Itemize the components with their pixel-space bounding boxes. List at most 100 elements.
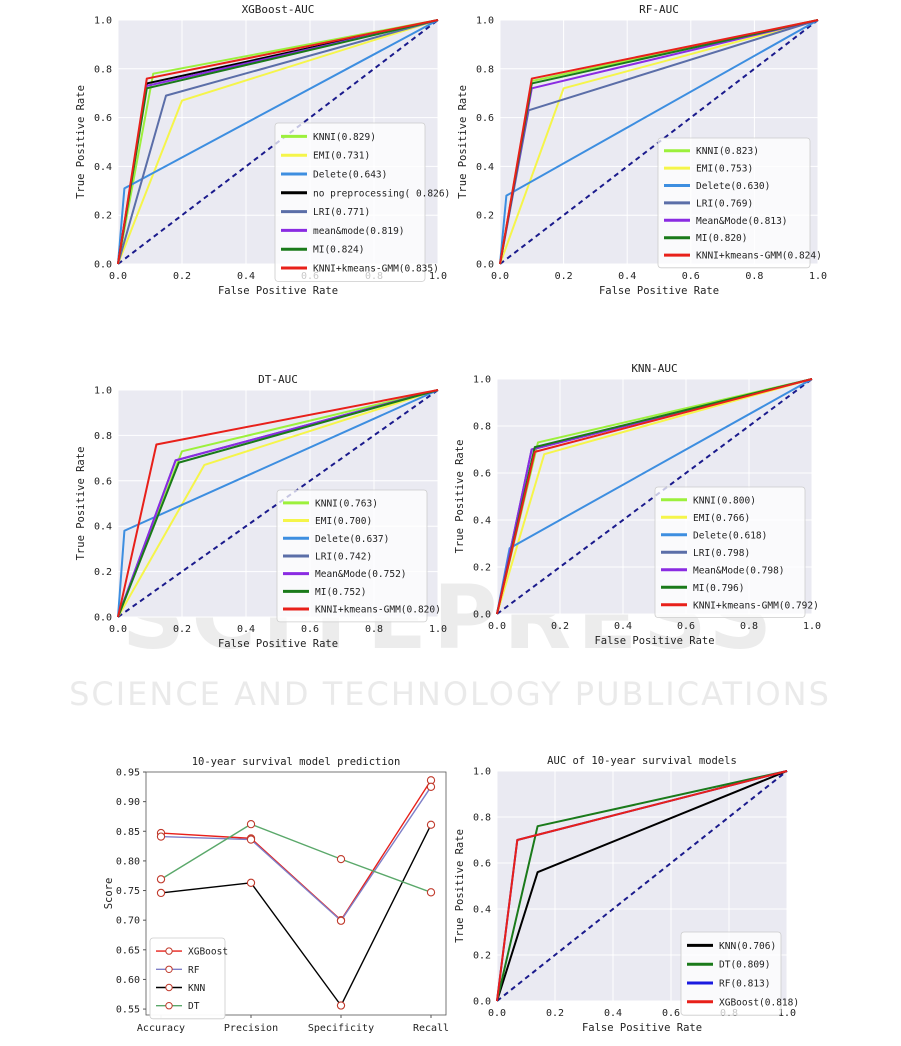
legend-label: KNNI+kmeans-GMM(0.824): [696, 251, 822, 262]
y-tick-label: 0.70: [116, 916, 140, 927]
legend-label: MI(0.796): [693, 583, 744, 594]
diagonal-reference-line: [117, 389, 439, 618]
y-tick-label: 0.4: [94, 162, 112, 173]
data-point: [336, 1001, 346, 1010]
series-line: [499, 19, 819, 265]
series-line: [117, 389, 439, 618]
y-tick-label: 0.2: [476, 211, 494, 222]
y-tick-label: 0.8: [94, 64, 112, 75]
series-line: [117, 19, 439, 265]
legend-label: MI(0.752): [315, 587, 366, 598]
y-tick-label: 0.4: [94, 522, 112, 533]
legend-label: LRI(0.742): [315, 551, 372, 562]
series-line: [496, 770, 788, 1002]
series-line: [117, 19, 439, 265]
x-tick-label: 0.4: [237, 271, 255, 282]
data-point: [246, 878, 256, 887]
x-tick-label: Accuracy: [137, 1023, 185, 1034]
legend-label: Delete(0.618): [693, 530, 767, 541]
y-tick-label: 0.2: [94, 567, 112, 578]
legend-label: XGBoost: [188, 947, 228, 958]
y-tick-label: 0.4: [473, 516, 491, 527]
y-axis-label: Score: [103, 878, 115, 910]
legend: [657, 137, 811, 269]
chart-knn-auc: 0.0 0.2 0.4 0.6 0.8 1.0 0.0 0.2 0.4 0.6 0.8 1.0 KNN-…: [454, 345, 835, 665]
diagonal-reference-line: [496, 770, 788, 1002]
chart-survival-auc: 0.00.20.40.60.81.00.00.20.40.60.81.0AUC …: [454, 740, 805, 1042]
y-tick-label: 0.8: [94, 431, 112, 442]
x-tick-label: 0.2: [173, 624, 191, 635]
legend-label: MI(0.824): [313, 245, 364, 256]
x-tick-label: 0.4: [237, 624, 255, 635]
legend-label: RF: [188, 965, 200, 976]
x-tick-label: 0.8: [745, 271, 763, 282]
data-point: [246, 820, 256, 829]
x-tick-label: 0.0: [109, 624, 127, 635]
chart-title: XGBoost-AUC: [242, 3, 315, 16]
x-tick-label: 0.8: [365, 624, 383, 635]
dt-svg: 0.0 0.2 0.4 0.6 0.8 1.0 0.0 0.2 0.4 0.6 0.8 1.0 DT-A…: [75, 373, 447, 650]
y-tick-label: 0.4: [473, 905, 491, 916]
chart-rf-auc: 0.0 0.2 0.4 0.6 0.8 1.0 0.0 0.2 0.4 0.6 0.8 1.0 RF-A…: [455, 0, 835, 315]
x-tick-label: 0.2: [173, 271, 191, 282]
y-tick-label: 0.95: [116, 768, 140, 779]
chart-title: KNN-AUC: [631, 362, 677, 375]
x-tick-label: 0.6: [677, 621, 695, 632]
legend-label: mean&mode(0.819): [313, 226, 405, 237]
data-point: [156, 832, 166, 841]
legend-label: LRI(0.771): [313, 207, 370, 218]
legend: [276, 489, 428, 623]
x-tick-label: 0.6: [301, 624, 319, 635]
y-tick-label: 1.0: [473, 767, 491, 778]
legend-label: EMI(0.731): [313, 151, 370, 162]
legend-label: KNNI+kmeans-GMM(0.820): [315, 605, 441, 616]
legend-label: XGBoost(0.818): [719, 997, 799, 1008]
legend-label: LRI(0.769): [696, 198, 753, 209]
legend-label: EMI(0.753): [696, 164, 753, 175]
watermark-small-text: SCIENCE AND TECHNOLOGY PUBLICATIONS: [69, 675, 831, 713]
y-tick-label: 0.8: [473, 422, 491, 433]
x-tick-label: 0.6: [682, 271, 700, 282]
series-line: [160, 824, 432, 1007]
y-axis-label: True Positive Rate: [457, 85, 469, 199]
legend-label: KNNI(0.763): [315, 498, 378, 509]
legend-label: KNN: [188, 983, 205, 994]
legend-label: Mean&Mode(0.752): [315, 569, 407, 580]
data-point: [336, 854, 346, 864]
y-tick-label: 0.4: [476, 162, 494, 173]
x-axis-label: False Positive Rate: [582, 1022, 702, 1034]
x-tick-label: 0.0: [488, 1008, 506, 1019]
y-axis-label: True Positive Rate: [455, 829, 466, 943]
x-tick-label: 1.0: [778, 1008, 796, 1019]
series-line: [117, 19, 439, 265]
chart-title: 10-year survival model prediction: [192, 756, 401, 768]
x-tick-label: 0.2: [555, 271, 573, 282]
legend-label: EMI(0.700): [315, 516, 372, 527]
x-tick-label: 0.0: [491, 271, 509, 282]
chart-title: AUC of 10-year survival models: [547, 755, 737, 767]
legend-label: DT(0.809): [719, 960, 770, 971]
y-tick-label: 0.65: [116, 945, 140, 956]
series-line: [499, 19, 819, 265]
rf-svg: 0.0 0.2 0.4 0.6 0.8 1.0 0.0 0.2 0.4 0.6 0.8 1.0 RF-A…: [457, 3, 827, 297]
y-tick-label: 1.0: [476, 16, 494, 27]
x-tick-label: 1.0: [429, 624, 447, 635]
legend-marker: [165, 965, 173, 974]
series-line: [160, 823, 432, 893]
series-line: [499, 19, 819, 265]
series-line: [496, 378, 813, 615]
x-axis-label: False Positive Rate: [218, 285, 338, 297]
chart-title: RF-AUC: [639, 3, 679, 16]
y-tick-label: 0.0: [473, 997, 491, 1008]
legend-marker: [165, 983, 173, 992]
series-line: [117, 389, 439, 618]
chart-survival-prediction: 0.55 0.60 0.65 0.70 0.75 0.80 0.85 0.90 0.95 Accu…: [100, 745, 460, 1042]
y-tick-label: 1.0: [473, 375, 491, 386]
x-tick-label: 0.4: [604, 1008, 622, 1019]
x-tick-label: 0.2: [551, 621, 569, 632]
x-tick-label: 0.4: [614, 621, 632, 632]
series-line: [496, 770, 788, 1002]
legend-marker: [165, 1002, 173, 1010]
x-tick-label: 1.0: [809, 271, 827, 282]
series-line: [117, 389, 439, 618]
